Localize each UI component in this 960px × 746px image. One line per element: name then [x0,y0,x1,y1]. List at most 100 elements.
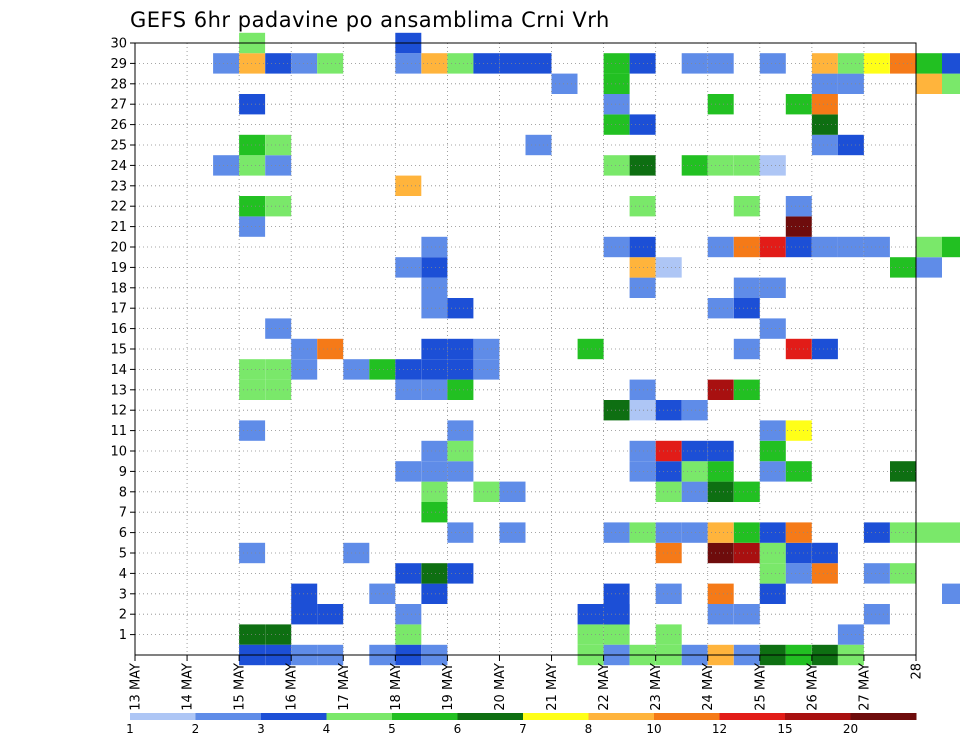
heatmap-cell [811,338,838,360]
y-tick-label: 9 [119,465,127,480]
heatmap-cell [421,53,448,74]
heatmap-cell [265,318,292,339]
heatmap-cell [291,338,318,360]
heatmap-cell [733,604,760,625]
legend-swatch [130,713,196,720]
heatmap-cell [916,53,942,74]
y-tick-label: 5 [119,547,127,562]
heatmap-cell [811,563,838,584]
heatmap-cell [265,155,292,176]
heatmap-cell [811,53,838,74]
heatmap-cell [681,400,708,421]
heatmap-cell [655,522,682,543]
heatmap-cell [681,461,708,482]
heatmap-cell [603,522,630,543]
y-tick-label: 21 [110,220,127,235]
heatmap-cell [291,583,318,604]
heatmap-cell [733,379,760,400]
heatmap-cell [551,73,578,94]
heatmap-cell [239,216,266,237]
heatmap-cell [629,53,656,74]
heatmap-cell [629,257,656,278]
heatmap-cell [395,359,422,380]
heatmap-cell [265,53,292,74]
heatmap-cell [629,155,656,176]
heatmap-cell [707,155,734,176]
heatmap-cell [421,481,448,502]
heatmap-cell [499,522,526,543]
x-tick-label: 25 MAY [753,663,768,711]
heatmap-cell [291,359,318,380]
y-tick-label: 23 [110,179,127,194]
heatmap-cell [421,440,448,462]
legend-label: 20 [843,722,858,736]
legend-swatch [457,713,524,720]
legend-swatch [523,713,589,720]
heatmap-cell [811,73,838,94]
heatmap-cell [629,379,656,400]
heatmap-cell [421,298,448,319]
y-tick-label: 19 [110,261,127,276]
heatmap-cell [863,604,890,625]
heatmap-cell [837,73,864,94]
heatmap-cell [629,400,656,421]
heatmap-cell [811,542,838,564]
heatmap-cell [707,604,734,625]
heatmap-cell [239,624,266,645]
heatmap-cell [785,196,812,217]
heatmap-cell [395,604,422,625]
x-tick-label: 24 MAY [701,663,716,711]
heatmap-cell [603,114,630,135]
heatmap-cell [291,53,318,74]
y-tick-label: 16 [110,322,127,337]
x-tick-label: 19 MAY [441,663,456,711]
heatmap-cell [603,400,630,421]
x-tick-label: 16 MAY [285,663,300,711]
y-tick-label: 7 [119,506,127,521]
x-tick-label: 21 MAY [545,663,560,711]
legend-swatch [392,713,458,720]
heatmap-cell [759,461,786,482]
legend-label: 8 [585,722,593,736]
x-tick-label: 27 MAY [857,663,872,711]
heatmap-cell [655,542,682,564]
heatmap-cell [759,583,786,604]
heatmap-cell [916,257,942,278]
heatmap-cell [265,359,292,380]
heatmap-cell [603,73,630,94]
heatmap-cell [447,298,474,319]
heatmap-cell [811,114,838,135]
heatmap-cell [395,624,422,645]
heatmap-cell [707,583,734,604]
y-tick-label: 6 [119,526,127,541]
x-tick-label: 26 MAY [805,663,820,711]
heatmap-cell [733,196,760,217]
heatmap-cell [629,196,656,217]
heatmap-cell [239,155,266,176]
heatmap-cell [733,298,760,319]
heatmap-cell [942,236,960,258]
heatmap-cell [759,155,786,176]
y-tick-label: 2 [119,608,127,623]
heatmap-cell [837,134,864,156]
y-tick-label: 26 [110,118,127,133]
heatmap-cell [707,461,734,482]
x-tick-label: 15 MAY [233,663,248,711]
y-tick-label: 29 [110,57,127,72]
heatmap-cell [759,420,786,441]
heatmap-cell [239,94,266,115]
heatmap-cell [577,604,604,625]
heatmap-cell [785,338,812,360]
y-tick-label: 22 [110,200,127,215]
heatmap-cell [759,542,786,564]
heatmap-cell [916,236,942,258]
heatmap-cell [785,94,812,115]
heatmap-cell [265,196,292,217]
heatmap-cell [759,440,786,462]
x-axis: 13 MAY 14 MAY 15 MAY 16 MAY 17 MAY 18 MAY 19 M… [129,655,925,711]
heatmap-cell [473,53,500,74]
y-axis: 1234567891011121314151617181920212223242… [110,37,135,643]
heatmap-cell [629,277,656,298]
heatmap-cell [733,277,760,298]
legend-label: 2 [192,722,200,736]
